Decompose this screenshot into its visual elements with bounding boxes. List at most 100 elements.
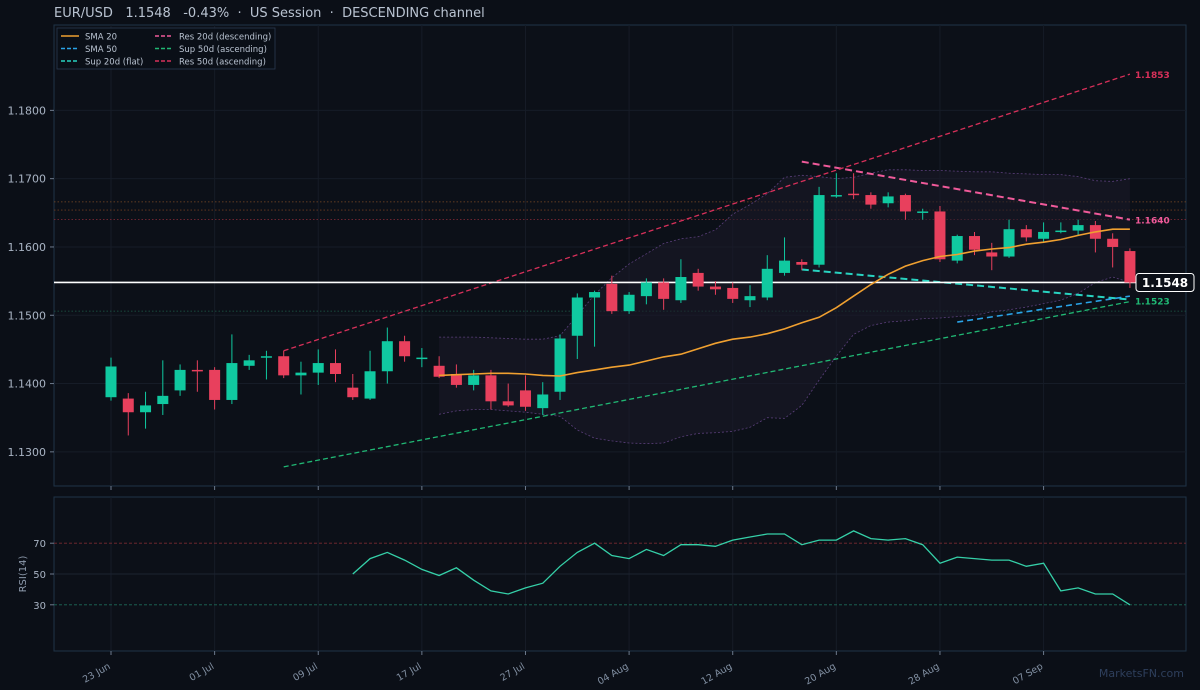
candle-body: [105, 366, 117, 398]
candle: [1107, 233, 1119, 268]
candle: [433, 356, 445, 379]
candle: [589, 290, 601, 347]
trendline-res-20d-descending: [801, 160, 1131, 221]
candle-body: [140, 405, 152, 413]
chart-header: EUR/USD 1.1548 -0.43% · US Session · DES…: [54, 6, 485, 21]
candle: [1038, 222, 1050, 243]
sma50-line: [957, 295, 1131, 323]
candle: [450, 364, 462, 388]
legend-label: SMA 50: [85, 45, 117, 55]
candle-body: [312, 363, 324, 373]
candle-body: [969, 236, 980, 250]
candle: [796, 259, 808, 271]
candle: [623, 292, 635, 314]
candle: [191, 360, 203, 392]
candle: [658, 278, 670, 310]
candle-body: [1003, 229, 1015, 257]
candle-body: [917, 211, 929, 213]
candle: [1020, 225, 1032, 242]
candle: [537, 382, 549, 415]
candle-body: [1072, 225, 1084, 231]
x-tick-label: 27 Jul: [498, 661, 527, 684]
x-tick-label: 12 Aug: [700, 661, 735, 687]
candle: [761, 255, 773, 301]
candle-body: [761, 268, 773, 298]
candle: [675, 259, 687, 303]
session-label: US Session: [249, 6, 322, 21]
legend-label: Res 50d (ascending): [179, 58, 266, 68]
y-tick-label: 1.1600: [8, 241, 47, 254]
candle: [606, 275, 618, 314]
rsi-y-tick-label: 30: [33, 601, 46, 612]
candle-body: [779, 260, 791, 273]
x-tick-label: 09 Jul: [291, 661, 320, 684]
y-tick-label: 1.1700: [8, 173, 47, 186]
candle-body: [416, 357, 428, 360]
x-tick-label: 28 Aug: [907, 661, 942, 687]
candle: [727, 282, 739, 303]
candle: [347, 373, 359, 400]
candle: [848, 173, 860, 200]
candle: [381, 327, 393, 384]
candle-body: [623, 294, 635, 312]
candle-body: [899, 195, 911, 212]
x-tick-label: 17 Jul: [395, 661, 424, 684]
watermark: MarketsFN.com: [1098, 667, 1184, 680]
candle: [226, 334, 238, 405]
candle: [917, 208, 929, 220]
candle: [865, 192, 877, 209]
candle: [295, 361, 307, 395]
legend-box: [56, 27, 276, 70]
candle-body: [519, 390, 531, 407]
candle-body: [174, 369, 186, 391]
candle-body: [157, 395, 169, 405]
candle-body: [468, 375, 480, 385]
candle-body: [571, 297, 583, 336]
sup20-value-label: 1.1523: [1135, 298, 1170, 308]
candle-body: [813, 195, 825, 265]
candle-body: [1124, 251, 1136, 283]
candle: [157, 360, 169, 415]
y-tick-label: 1.1400: [8, 378, 47, 391]
res20-value-label: 1.1640: [1135, 217, 1170, 227]
candle-body: [364, 371, 376, 399]
legend-label: Sup 20d (flat): [85, 58, 143, 68]
x-tick-label: 01 Jul: [188, 661, 217, 684]
candle-body: [658, 282, 670, 299]
candle-body: [295, 372, 307, 376]
candle: [243, 354, 255, 370]
candle-body: [692, 272, 704, 287]
candle: [399, 335, 411, 362]
candle: [330, 349, 342, 383]
candle: [364, 350, 376, 400]
candle-body: [122, 398, 134, 413]
candle-body: [260, 356, 272, 358]
price-label: 1.1548: [125, 6, 171, 21]
rsi-line: [352, 530, 1131, 606]
candle: [140, 391, 152, 429]
candle-body: [191, 369, 203, 372]
candle-body: [640, 282, 652, 297]
candle: [278, 350, 290, 379]
separator: ·: [329, 6, 334, 21]
candle-body: [502, 401, 514, 406]
rsi-axis-label: RSI(14): [18, 556, 29, 593]
candle: [830, 173, 842, 198]
candle: [813, 186, 825, 268]
x-tick-label: 07 Sep: [1011, 661, 1045, 687]
candle: [122, 393, 134, 436]
sma20-line: [439, 228, 1130, 377]
candle-body: [796, 261, 808, 265]
candle: [1072, 219, 1084, 237]
candle-body: [830, 195, 842, 197]
candle-body: [1038, 231, 1050, 239]
candle: [744, 285, 756, 308]
channel-label: DESCENDING channel: [342, 6, 485, 21]
legend-label: Res 20d (descending): [179, 33, 271, 43]
candle: [640, 278, 652, 305]
candle: [519, 375, 531, 411]
candle-body: [347, 387, 359, 398]
candle-body: [226, 363, 238, 400]
last-price-badge: [1135, 272, 1195, 292]
candle-body: [1020, 229, 1032, 238]
